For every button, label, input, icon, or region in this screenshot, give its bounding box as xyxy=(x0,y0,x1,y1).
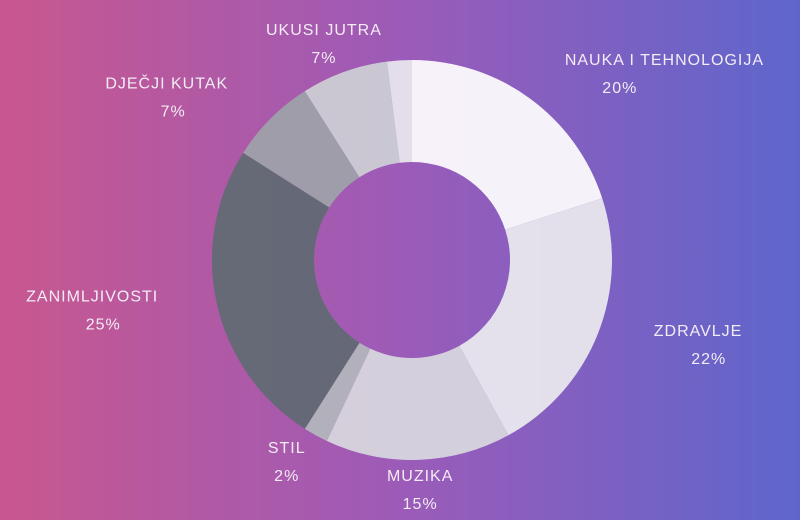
slice-label: ZANIMLJIVOSTI xyxy=(26,288,158,305)
slice-value-label: 7% xyxy=(311,50,336,67)
donut-slice xyxy=(304,61,400,178)
donut-slice xyxy=(243,91,360,208)
slice-value-label: 15% xyxy=(403,496,438,513)
slice-value-label: 2% xyxy=(274,468,299,485)
donut-slice xyxy=(326,345,509,460)
slice-label: NAUKA I TEHNOLOGIJA xyxy=(565,52,764,69)
donut-slice xyxy=(304,342,371,441)
donut-slice xyxy=(459,198,612,436)
slice-label: UKUSI JUTRA xyxy=(266,22,382,39)
slice-label: ZDRAVLJE xyxy=(654,323,743,340)
slice-label: STIL xyxy=(268,440,306,457)
slice-value-label: 22% xyxy=(691,351,726,368)
slice-value-label: 7% xyxy=(161,104,186,121)
slice-value-label: 20% xyxy=(602,80,637,97)
donut-slice xyxy=(386,60,412,163)
slice-label: MUZIKA xyxy=(387,468,453,485)
donut-slice xyxy=(212,152,360,429)
slice-value-label: 25% xyxy=(86,316,121,333)
slice-label: DJEČJI KUTAK xyxy=(105,74,228,93)
donut-slice xyxy=(412,60,603,230)
